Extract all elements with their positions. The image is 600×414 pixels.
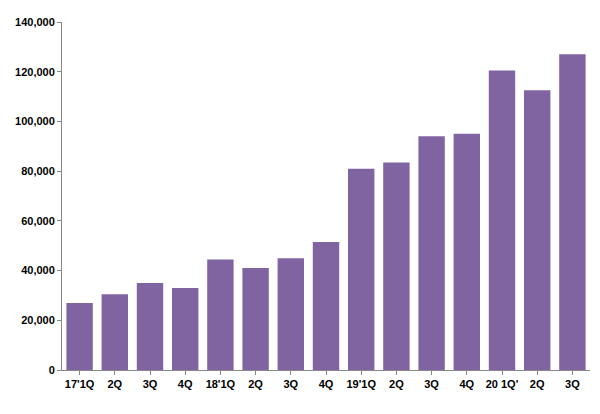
svg-text:120,000: 120,000 <box>15 66 55 78</box>
svg-text:2Q: 2Q <box>248 378 263 390</box>
svg-text:0: 0 <box>49 364 55 376</box>
svg-text:19'1Q: 19'1Q <box>346 378 376 390</box>
svg-text:60,000: 60,000 <box>21 215 55 227</box>
svg-text:3Q: 3Q <box>283 378 298 390</box>
svg-text:4Q: 4Q <box>178 378 193 390</box>
svg-text:40,000: 40,000 <box>21 264 55 276</box>
svg-text:3Q: 3Q <box>424 378 439 390</box>
svg-text:2Q: 2Q <box>530 378 545 390</box>
svg-text:4Q: 4Q <box>319 378 334 390</box>
svg-text:18'1Q: 18'1Q <box>206 378 236 390</box>
svg-text:2Q: 2Q <box>389 378 404 390</box>
svg-text:3Q: 3Q <box>565 378 580 390</box>
svg-text:17'1Q: 17'1Q <box>65 378 95 390</box>
svg-text:3Q: 3Q <box>143 378 158 390</box>
svg-text:4Q: 4Q <box>459 378 474 390</box>
svg-text:20 1Q': 20 1Q' <box>486 378 519 390</box>
svg-text:2Q: 2Q <box>107 378 122 390</box>
svg-text:80,000: 80,000 <box>21 165 55 177</box>
svg-text:140,000: 140,000 <box>15 16 55 28</box>
svg-text:100,000: 100,000 <box>15 115 55 127</box>
svg-text:20,000: 20,000 <box>21 314 55 326</box>
